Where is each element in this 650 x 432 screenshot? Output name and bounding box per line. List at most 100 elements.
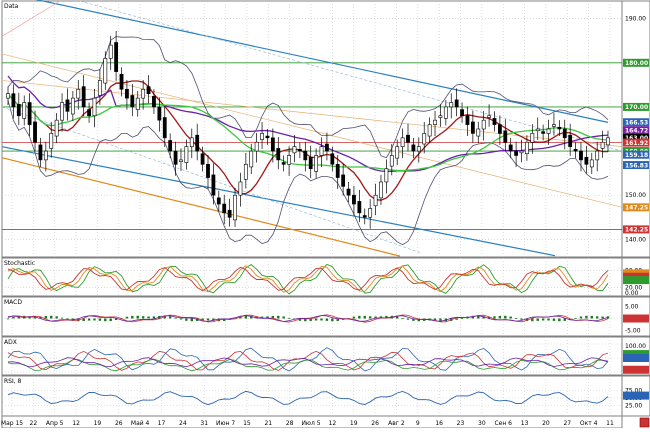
candle-body — [514, 150, 519, 156]
macd-histogram-bar — [385, 315, 388, 319]
candle-body — [108, 44, 113, 59]
candle-body — [503, 130, 508, 143]
candle-body — [233, 194, 237, 221]
macd-histogram-bar — [87, 318, 91, 321]
macd-histogram-bar — [304, 318, 307, 322]
macd-histogram-bar — [266, 316, 269, 319]
candle-body — [189, 137, 194, 147]
candle-body — [395, 146, 400, 159]
candle-body — [335, 164, 340, 178]
macd-histogram-bar — [406, 318, 410, 320]
price-label: 170.00 — [625, 104, 648, 111]
price-label: 156.83 — [625, 162, 648, 169]
candle-body — [152, 96, 156, 108]
macd-histogram-bar — [66, 318, 69, 320]
macd-histogram-bar — [309, 318, 312, 321]
candle-body — [60, 102, 64, 121]
candle-body — [525, 141, 529, 155]
macd-histogram-bar — [12, 316, 15, 319]
moving-average-long — [7, 75, 609, 173]
candle-body — [249, 150, 254, 168]
candle-body — [33, 121, 37, 143]
candle-body — [492, 118, 497, 125]
macd-histogram-bar — [244, 315, 248, 319]
macd-histogram-bar — [44, 315, 48, 319]
trend-line-orange — [1, 157, 401, 257]
price-label-box — [623, 203, 649, 212]
trend-line-dashed — [1, 106, 421, 253]
trend-line-lower — [1, 146, 556, 257]
x-tick-label: 16 — [435, 420, 443, 427]
pane-frame — [1, 257, 623, 297]
x-tick-label: Июл 5 — [301, 420, 320, 427]
candle-body — [319, 146, 324, 156]
x-tick-label: 12 — [72, 420, 80, 427]
candle-body — [130, 95, 135, 108]
macd-histogram-bar — [601, 316, 604, 319]
candle-body — [238, 181, 243, 196]
candle-body — [427, 124, 432, 137]
candle-body — [125, 88, 129, 99]
macd-histogram-bar — [455, 318, 458, 320]
y-tick-label: 0.00 — [625, 290, 639, 297]
candle-body — [346, 188, 351, 196]
candle-body — [27, 102, 32, 125]
candle-body — [443, 106, 448, 119]
price-label: 180.00 — [625, 60, 648, 67]
macd-histogram-bar — [563, 318, 566, 321]
candle-body — [438, 115, 443, 118]
y-tick-label: 5.00 — [625, 303, 639, 310]
macd-histogram-bar — [482, 316, 485, 319]
price-label-box — [623, 365, 649, 374]
candle-body — [573, 149, 578, 152]
candle-body — [103, 58, 108, 84]
macd-histogram-bar — [114, 318, 118, 321]
candle-body — [243, 164, 248, 180]
pane-title: ADX — [4, 339, 17, 346]
candle-body — [146, 86, 151, 94]
candle-body — [562, 128, 567, 139]
macd-histogram-bar — [520, 318, 523, 320]
candle-body — [584, 156, 589, 165]
candle-body — [54, 119, 59, 137]
candle-body — [422, 133, 427, 145]
macd-histogram-bar — [39, 316, 42, 319]
pane-title: Data — [4, 3, 19, 10]
stochastic-d — [7, 265, 609, 293]
candle-body — [449, 102, 454, 108]
macd-histogram-bar — [331, 318, 334, 322]
x-tick-label: 20 — [542, 420, 550, 427]
x-tick-label: 30 — [478, 420, 486, 427]
candle-body — [81, 86, 86, 108]
macd-histogram-bar — [336, 318, 339, 321]
candle-body — [173, 150, 178, 165]
candle-body — [162, 117, 167, 139]
candle-body — [6, 93, 10, 99]
macd-histogram-bar — [477, 315, 480, 319]
candle-body — [222, 203, 227, 214]
candle-body — [87, 109, 91, 117]
corner-icon — [639, 417, 650, 428]
candle-body — [314, 155, 319, 172]
candle-body — [297, 149, 302, 152]
macd-histogram-bar — [201, 318, 204, 321]
candle-body — [389, 155, 394, 167]
x-tick-label: Июн 7 — [216, 420, 235, 427]
macd-histogram-bar — [185, 318, 188, 321]
macd-histogram-bar — [277, 315, 280, 319]
macd-histogram-bar — [509, 316, 512, 319]
pane-title: MACD — [4, 299, 22, 306]
x-tick-label: 11 — [606, 420, 614, 427]
macd-histogram-bar — [493, 316, 496, 319]
candle-body — [595, 150, 600, 161]
candle-body — [497, 124, 502, 134]
moving-average-mid — [7, 93, 609, 172]
candle-body — [470, 121, 475, 134]
candle-body — [465, 115, 470, 125]
x-tick-label: Апр 5 — [46, 420, 64, 427]
price-label-box — [623, 276, 649, 285]
y-tick-label: -5.00 — [625, 328, 641, 335]
macd-histogram-bar — [487, 316, 491, 319]
